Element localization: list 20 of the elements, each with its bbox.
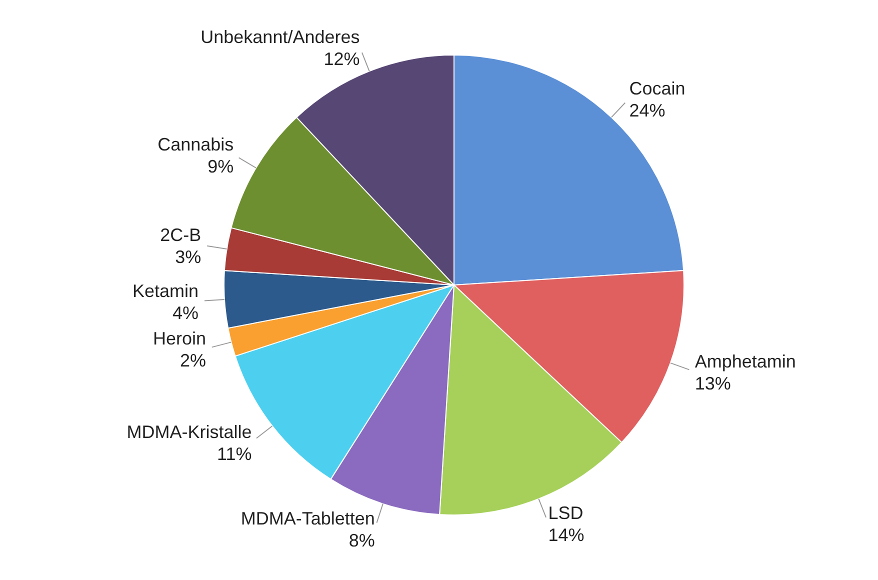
data-label: 2%	[180, 350, 206, 371]
slice-label: LSD	[548, 503, 584, 524]
data-label: 3%	[175, 246, 202, 267]
slice-label: MDMA-Kristalle	[126, 422, 252, 442]
data-label: 11%	[217, 444, 252, 464]
data-label: 24%	[629, 100, 666, 120]
data-label: 13%	[694, 374, 731, 394]
slice-label: Cannabis	[158, 134, 234, 155]
data-label: 4%	[172, 303, 199, 324]
data-label: 9%	[208, 156, 234, 177]
slice-label: Ketamin	[132, 281, 199, 302]
data-label: 14%	[548, 525, 584, 546]
data-label: 8%	[348, 530, 375, 550]
slice-label: Heroin	[153, 328, 206, 349]
slice-label: Amphetamin	[694, 352, 796, 372]
slice-label: Cocain	[629, 78, 686, 98]
data-label: 12%	[324, 48, 360, 69]
slice-label: MDMA-Tabletten	[240, 508, 375, 528]
slice-label: Unbekannt/Anderes	[200, 26, 360, 47]
slice-label: 2C-B	[160, 224, 202, 245]
